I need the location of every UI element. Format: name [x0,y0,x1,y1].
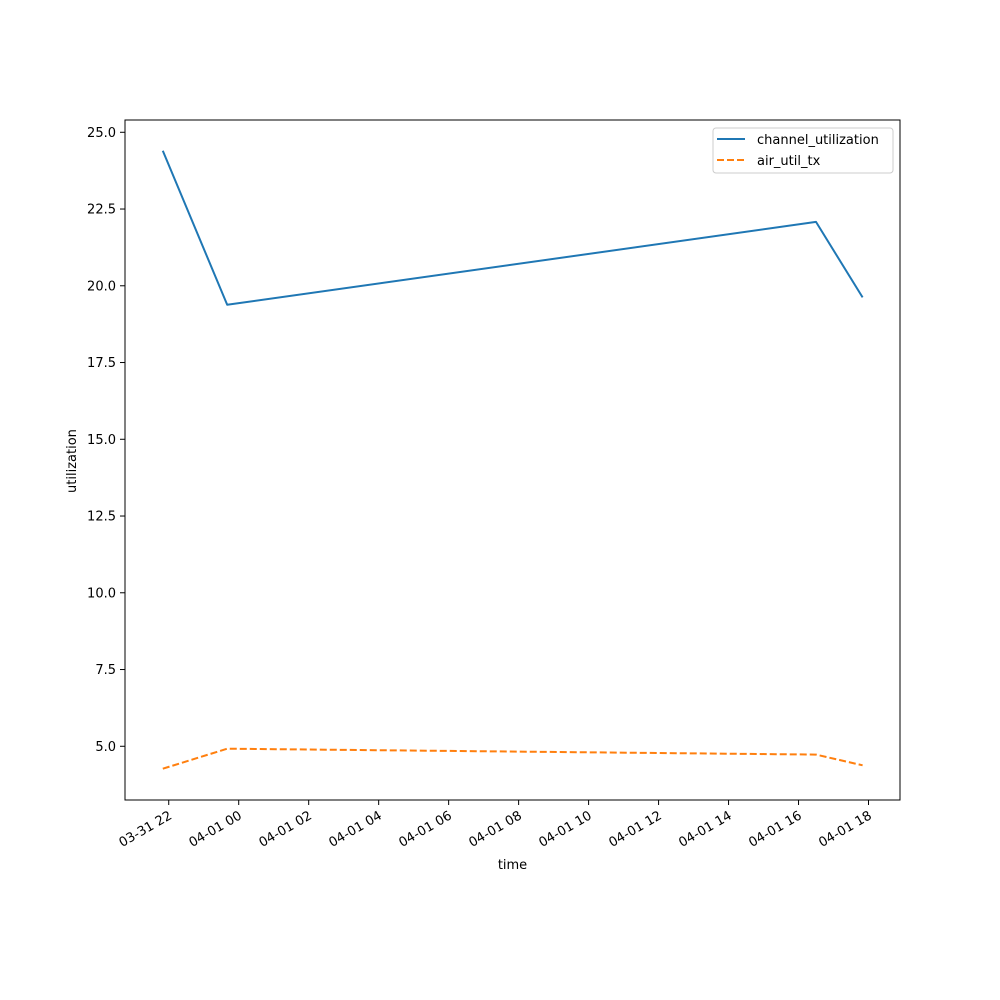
legend-label: air_util_tx [757,154,821,169]
y-tick-label: 7.5 [95,663,116,678]
plot-area [124,119,901,801]
series-line-air-util-tx [162,747,863,770]
y-tick-label: 25.0 [87,126,116,141]
y-tick-label: 17.5 [87,356,116,371]
y-tick-label: 15.0 [87,433,116,448]
y-tick-label: 10.0 [87,586,116,601]
legend-label: channel_utilization [757,133,879,148]
series-line-channel-utilization [161,150,864,306]
legend: channel_utilization air_util_tx [712,127,894,174]
y-tick-label: 12.5 [87,510,116,525]
y-tick-label: 22.5 [87,203,116,218]
y-tick-label: 5.0 [95,740,116,755]
y-tick-label: 20.0 [87,279,116,294]
legend-box [712,127,894,174]
axes-frame [124,119,901,801]
x-axis-label: time [498,858,527,873]
y-axis-label: utilization [65,429,80,493]
